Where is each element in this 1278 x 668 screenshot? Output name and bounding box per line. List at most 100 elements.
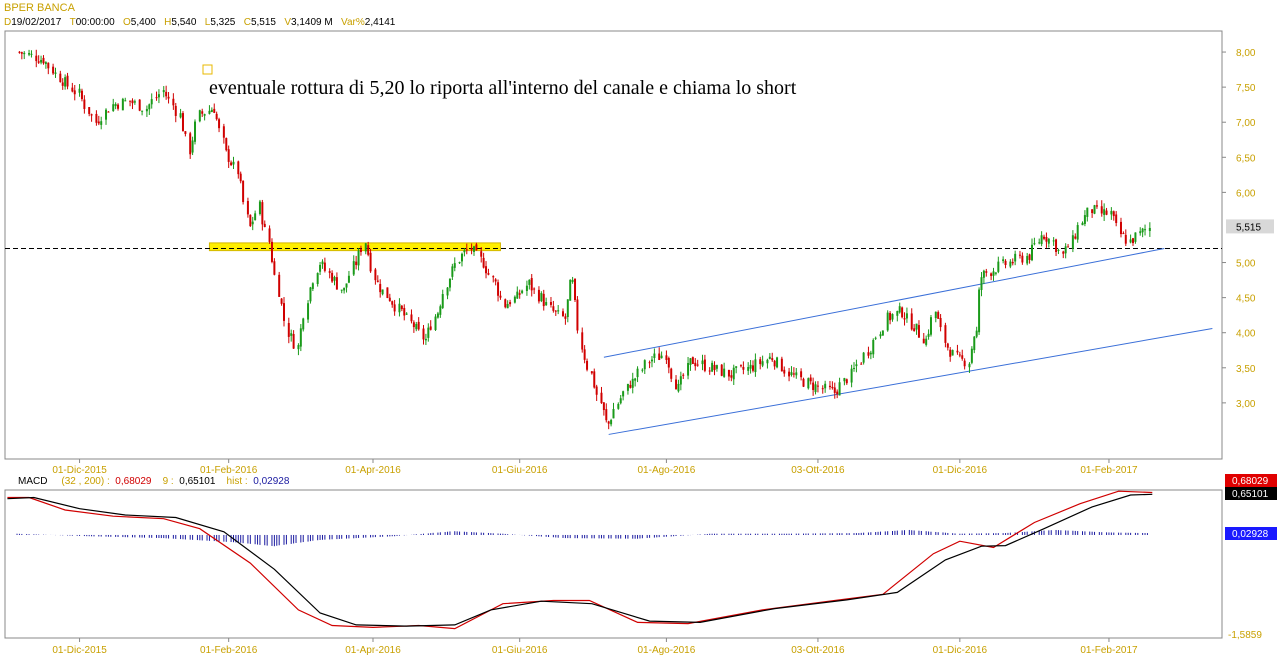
candle-body (198, 110, 201, 122)
candle-body (780, 358, 783, 372)
candle-body (636, 368, 639, 378)
candle-body (670, 368, 673, 379)
ohlc-key: D (4, 17, 12, 28)
candle-body (925, 338, 928, 345)
candle-body (891, 314, 894, 320)
candle-body (901, 307, 904, 318)
candle-body (210, 109, 213, 113)
candle-body (299, 328, 302, 347)
candle-body (677, 383, 680, 392)
candle-body (222, 126, 225, 138)
candle-body (910, 313, 913, 330)
candle-body (95, 113, 98, 123)
candle-body (533, 288, 536, 290)
candle-body (528, 279, 531, 285)
candle-body (1052, 240, 1055, 242)
candle-body (713, 364, 716, 371)
candle-body (1071, 235, 1074, 249)
candle-body (836, 391, 839, 395)
candle-body (600, 392, 603, 404)
candle-body (994, 272, 997, 274)
candle-body (617, 403, 620, 409)
candle-body (1074, 236, 1077, 239)
macd-panel-frame (4, 489, 1223, 639)
channel-upper-line (603, 248, 1165, 358)
x-tick-label: 03-Ott-2016 (791, 465, 845, 476)
candle-body (696, 364, 699, 366)
candle-body (650, 359, 653, 362)
candle-body (963, 360, 966, 367)
candle-body (1030, 244, 1033, 261)
candle-body (138, 99, 141, 111)
ohlc-key: V (284, 17, 291, 28)
candle-body (1141, 228, 1144, 233)
candle-body (956, 350, 959, 353)
candle-body (1055, 239, 1058, 252)
x-tick-label: 01-Ago-2016 (637, 645, 695, 656)
candle-body (504, 299, 507, 308)
candle-body (333, 276, 336, 281)
candle-body (1021, 255, 1024, 263)
candle-body (788, 371, 791, 377)
candle-body (88, 107, 91, 114)
candle-body (73, 90, 76, 95)
candle-body (867, 352, 870, 356)
candle-body (759, 359, 762, 365)
candle-body (497, 282, 500, 296)
candle-body (174, 105, 177, 116)
candle-body (319, 264, 322, 272)
candle-body (403, 307, 406, 316)
candle-body (1062, 251, 1065, 254)
candle-body (470, 248, 473, 250)
candle-body (1057, 249, 1060, 251)
candle-body (783, 369, 786, 374)
candle-body (776, 357, 779, 368)
candle-body (302, 318, 305, 330)
candle-body (427, 327, 430, 338)
candle-body (929, 317, 932, 335)
candle-body (1132, 238, 1135, 244)
candle-body (59, 73, 62, 83)
candle-body (807, 378, 810, 389)
candle-body (838, 382, 841, 396)
candle-body (946, 343, 949, 348)
candle-body (40, 59, 43, 63)
candle-body (412, 322, 415, 328)
candle-body (52, 66, 55, 74)
candle-body (742, 366, 745, 370)
ohlc-value: 3,1409 M (291, 17, 336, 28)
candle-body (1028, 254, 1031, 260)
candle-body (162, 90, 165, 93)
candle-body (379, 283, 382, 293)
candle-body (201, 111, 204, 114)
candle-body (405, 313, 408, 315)
candle-body (1076, 225, 1079, 240)
candle-body (634, 378, 637, 381)
candle-body (768, 356, 771, 359)
candle-body (944, 325, 947, 343)
macd-line (7, 490, 1153, 630)
candle-body (982, 270, 985, 278)
candle-body (232, 161, 235, 165)
candle-body (1043, 236, 1046, 239)
candle-body (792, 373, 795, 375)
candle-body (155, 97, 158, 99)
candle-body (100, 121, 103, 125)
candle-body (812, 382, 815, 390)
ohlc-key: Var% (341, 17, 365, 28)
candle-body (667, 358, 670, 368)
candle-body (112, 104, 115, 111)
candle-body (316, 273, 319, 284)
candle-body (521, 290, 524, 293)
candle-body (985, 271, 988, 273)
y-tick-label: 5,00 (1236, 259, 1256, 270)
candle-body (605, 409, 608, 421)
candle-body (949, 349, 952, 357)
candle-body (191, 140, 194, 153)
candle-body (465, 249, 468, 251)
candle-body (328, 271, 331, 273)
candle-body (424, 338, 427, 341)
candle-body (761, 361, 764, 366)
candle-body (1129, 239, 1132, 243)
